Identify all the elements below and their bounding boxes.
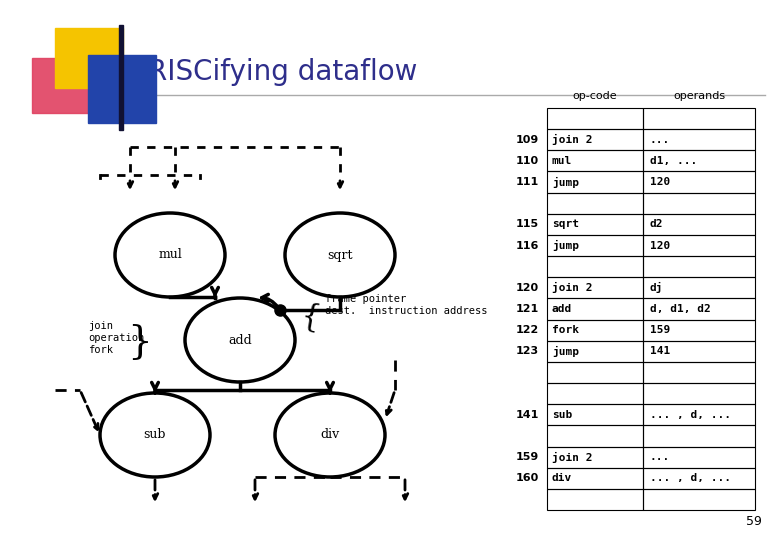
Text: dj: dj	[650, 282, 664, 293]
Bar	[643, 489, 755, 510]
Text: 116: 116	[516, 240, 539, 251]
Text: add: add	[228, 334, 252, 347]
Text: div: div	[552, 473, 573, 483]
Text: d, d1, d2: d, d1, d2	[650, 304, 711, 314]
Text: sqrt: sqrt	[328, 248, 353, 261]
Text: join 2: join 2	[552, 134, 593, 145]
Bar	[32, 58, 97, 113]
Text: 115: 115	[516, 219, 539, 230]
Bar	[547, 404, 643, 426]
Text: operands: operands	[673, 91, 725, 101]
Text: join 2: join 2	[552, 451, 593, 463]
Bar	[643, 193, 755, 214]
Bar	[547, 172, 643, 193]
Bar	[547, 193, 643, 214]
Text: 123: 123	[516, 346, 539, 356]
Text: 121: 121	[516, 304, 539, 314]
Text: op-code: op-code	[573, 91, 617, 101]
Bar	[643, 426, 755, 447]
Bar	[119, 25, 123, 130]
Text: }: }	[128, 323, 152, 361]
Text: join 2: join 2	[552, 282, 593, 293]
Bar	[547, 341, 643, 362]
Text: ...: ...	[650, 452, 670, 462]
Text: ...: ...	[650, 135, 670, 145]
Bar	[547, 277, 643, 299]
Text: 120: 120	[650, 177, 670, 187]
Bar	[643, 172, 755, 193]
Text: 120: 120	[516, 283, 539, 293]
Text: 111: 111	[516, 177, 539, 187]
Text: 159: 159	[516, 452, 539, 462]
Bar	[643, 129, 755, 150]
Bar	[547, 108, 643, 129]
Text: 141: 141	[650, 346, 670, 356]
Bar	[547, 468, 643, 489]
Bar	[88, 55, 156, 123]
Bar	[547, 320, 643, 341]
Text: sqrt: sqrt	[552, 219, 579, 230]
Bar	[547, 299, 643, 320]
Text: jump: jump	[552, 240, 579, 251]
Text: 110: 110	[516, 156, 539, 166]
Bar	[55, 28, 123, 88]
Text: 160: 160	[516, 473, 539, 483]
Text: mul: mul	[158, 248, 182, 261]
Bar	[643, 362, 755, 383]
Bar	[547, 235, 643, 256]
Bar	[547, 489, 643, 510]
Text: 120: 120	[650, 240, 670, 251]
Bar	[643, 235, 755, 256]
Text: 122: 122	[516, 325, 539, 335]
Bar	[643, 277, 755, 299]
Text: frame pointer
dest.  instruction address: frame pointer dest. instruction address	[325, 294, 488, 316]
Text: {: {	[298, 301, 322, 335]
Bar	[547, 129, 643, 150]
Bar	[643, 256, 755, 277]
Bar	[547, 447, 643, 468]
Bar	[547, 383, 643, 404]
Bar	[643, 299, 755, 320]
Text: jump: jump	[552, 346, 579, 357]
Text: div: div	[321, 429, 339, 442]
Text: ... , d, ...: ... , d, ...	[650, 473, 731, 483]
Bar	[547, 426, 643, 447]
Text: 59: 59	[746, 515, 762, 528]
Bar	[643, 468, 755, 489]
Text: fork: fork	[552, 325, 579, 335]
Text: sub: sub	[552, 410, 573, 420]
Text: d1, ...: d1, ...	[650, 156, 697, 166]
Text: d2: d2	[650, 219, 664, 230]
Text: add: add	[552, 304, 573, 314]
Bar	[643, 341, 755, 362]
Bar	[643, 320, 755, 341]
Bar	[547, 256, 643, 277]
Bar	[547, 150, 643, 172]
Bar	[643, 383, 755, 404]
Text: jump: jump	[552, 177, 579, 187]
Text: ... , d, ...: ... , d, ...	[650, 410, 731, 420]
Bar	[643, 214, 755, 235]
Text: mul: mul	[552, 156, 573, 166]
Bar	[643, 447, 755, 468]
Bar	[547, 214, 643, 235]
Text: sub: sub	[144, 429, 166, 442]
Text: 109: 109	[516, 135, 539, 145]
Bar	[547, 362, 643, 383]
Bar	[643, 404, 755, 426]
Text: RISCifying dataflow: RISCifying dataflow	[148, 58, 417, 86]
Text: 141: 141	[516, 410, 539, 420]
Text: join
operation
fork: join operation fork	[88, 321, 144, 355]
Bar	[643, 108, 755, 129]
Bar	[643, 150, 755, 172]
Text: 159: 159	[650, 325, 670, 335]
